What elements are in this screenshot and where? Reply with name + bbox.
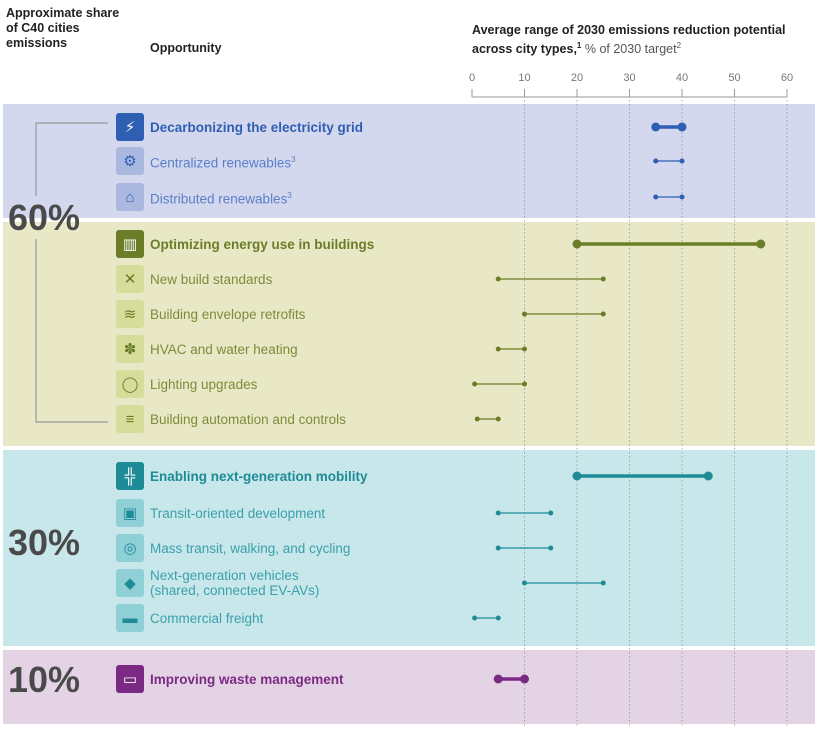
opportunity-row: ◎ Mass transit, walking, and cycling <box>116 534 350 562</box>
chart-unit: % of 2030 target <box>584 42 677 57</box>
range-start-dot <box>653 158 659 164</box>
range-end-dot <box>703 471 713 481</box>
range-start-dot <box>495 510 501 516</box>
x-tick-label: 50 <box>728 72 740 84</box>
freight-ship-icon: ▬ <box>116 604 144 632</box>
range-start-dot <box>472 615 478 621</box>
range-start-dot <box>653 194 659 200</box>
range-start-dot <box>522 311 527 317</box>
opportunity-label: Enabling next-generation mobility <box>150 468 368 484</box>
opportunity-label: Improving waste management <box>150 671 344 687</box>
opportunity-label: Commercial freight <box>150 610 264 626</box>
opportunity-column-header: Opportunity <box>150 41 222 55</box>
controls-icon: ≡ <box>116 405 144 433</box>
hvac-icon: ✽ <box>116 335 144 363</box>
x-tick-label: 30 <box>623 72 635 84</box>
opportunity-label: Transit-oriented development <box>150 505 326 521</box>
opportunity-label: Optimizing energy use in buildings <box>150 236 375 252</box>
range-end-dot <box>600 580 606 586</box>
opportunity-row: ≡ Building automation and controls <box>116 405 346 433</box>
road-icon: ╬ <box>116 462 144 490</box>
opportunity-label: Next-generation vehicles (shared, connect… <box>150 568 320 598</box>
x-tick-label: 0 <box>469 72 475 84</box>
range-start-dot <box>472 381 478 387</box>
opportunity-row: ▣ Transit-oriented development <box>116 499 325 527</box>
opportunity-row: ▬ Commercial freight <box>116 604 263 632</box>
solar-home-icon: ⌂ <box>116 183 144 211</box>
x-tick-label: 60 <box>781 72 793 84</box>
opportunity-row: ≋ Building envelope retrofits <box>116 300 305 328</box>
building-icon: ▥ <box>116 230 144 258</box>
layers-icon: ≋ <box>116 300 144 328</box>
chart-title: Average range of 2030 emissions reductio… <box>472 23 802 57</box>
range-start-dot <box>495 276 501 282</box>
x-tick-label: 40 <box>676 72 688 84</box>
x-tick-label: 20 <box>571 72 583 84</box>
range-end-dot <box>522 381 527 387</box>
bicycle-icon: ◎ <box>116 534 144 562</box>
opportunity-row: ⚙ Centralized renewables3 <box>116 147 296 175</box>
range-end-dot <box>677 122 687 132</box>
range-start-dot <box>572 471 582 481</box>
range-end-dot <box>756 239 766 249</box>
opportunity-label: Building automation and controls <box>150 411 346 427</box>
range-end-dot <box>679 194 685 200</box>
opportunity-label: Distributed renewables3 <box>150 190 292 207</box>
opportunity-row: ▭ Improving waste management <box>116 665 344 693</box>
opportunity-row: ◯ Lighting upgrades <box>116 370 257 398</box>
share-column-header: Approximate share of C40 cities emission… <box>6 6 120 50</box>
opportunity-label: Mass transit, walking, and cycling <box>150 540 351 556</box>
range-end-dot <box>520 674 529 684</box>
range-end-dot <box>679 158 685 164</box>
opportunity-label: HVAC and water heating <box>150 341 298 357</box>
opportunity-row: ⌂ Distributed renewables3 <box>116 183 292 211</box>
range-start-dot <box>651 122 661 132</box>
garbage-truck-icon: ▭ <box>116 665 144 693</box>
range-end-dot <box>495 615 501 621</box>
vehicle-icon: ◆ <box>116 569 144 597</box>
opportunity-label: New build standards <box>150 271 273 287</box>
waste-share-value: 10% <box>8 659 81 700</box>
range-start-dot <box>522 580 527 586</box>
range-start-dot <box>495 545 501 551</box>
chart-unit-footnote: 2 <box>676 41 682 50</box>
range-end-dot <box>600 311 606 317</box>
range-start-dot <box>474 416 480 422</box>
x-tick-label: 10 <box>518 72 530 84</box>
bolt-icon: ⚡ <box>116 113 144 141</box>
chart-title-text: Average range of 2030 emissions reductio… <box>472 23 786 57</box>
range-end-dot <box>548 510 554 516</box>
opportunity-label: Centralized renewables3 <box>150 154 296 171</box>
opportunity-label: Building envelope retrofits <box>150 306 306 322</box>
opportunity-label: Lighting upgrades <box>150 376 258 392</box>
opportunity-label: Decarbonizing the electricity grid <box>150 119 364 135</box>
energy-share-value: 60% <box>8 197 81 238</box>
opportunity-row: ╬ Enabling next-generation mobility <box>116 462 368 490</box>
range-end-dot <box>600 276 606 282</box>
opportunity-row: ✽ HVAC and water heating <box>116 335 298 363</box>
opportunity-row: ⚡ Decarbonizing the electricity grid <box>116 113 363 141</box>
range-end-dot <box>522 346 527 352</box>
tools-icon: ✕ <box>116 265 144 293</box>
opportunity-row: ▥ Optimizing energy use in buildings <box>116 230 374 258</box>
range-start-dot <box>572 239 582 249</box>
range-start-dot <box>495 346 501 352</box>
range-end-dot <box>548 545 554 551</box>
bus-icon: ▣ <box>116 499 144 527</box>
lightbulb-icon: ◯ <box>116 370 144 398</box>
chart-title-footnote: 1 <box>576 41 582 50</box>
share-bracket <box>35 122 108 423</box>
opportunity-row: ✕ New build standards <box>116 265 272 293</box>
opportunity-row: ◆ Next-generation vehicles (shared, connec… <box>116 568 320 598</box>
wind-turbine-icon: ⚙ <box>116 147 144 175</box>
range-start-dot <box>493 674 503 684</box>
mobility-share-value: 30% <box>8 522 81 563</box>
range-end-dot <box>495 416 501 422</box>
